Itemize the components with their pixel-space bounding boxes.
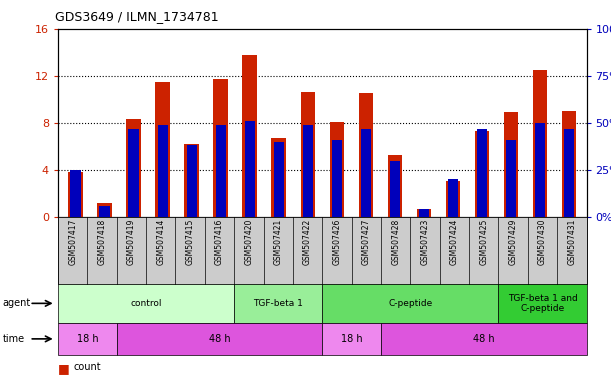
Text: 18 h: 18 h	[76, 334, 98, 344]
Text: GSM507417: GSM507417	[68, 219, 77, 265]
Bar	[128, 129, 139, 217]
Bar	[445, 180, 460, 217]
Text: TGF-beta 1: TGF-beta 1	[254, 299, 303, 308]
Text: GSM507427: GSM507427	[362, 219, 371, 265]
Bar	[419, 209, 429, 217]
Text: GSM507426: GSM507426	[332, 219, 342, 265]
Bar	[68, 172, 82, 217]
Text: GSM507428: GSM507428	[391, 219, 400, 265]
Bar	[387, 155, 402, 217]
Bar	[186, 146, 197, 217]
Text: GSM507425: GSM507425	[479, 219, 488, 265]
Bar	[329, 122, 344, 217]
Bar	[70, 170, 81, 217]
Text: GSM507421: GSM507421	[274, 219, 283, 265]
Bar	[477, 129, 487, 217]
Bar	[213, 79, 228, 217]
Text: GSM507415: GSM507415	[186, 219, 195, 265]
Bar	[185, 144, 199, 217]
Bar	[390, 161, 400, 217]
Bar	[271, 138, 286, 217]
Bar	[359, 93, 373, 217]
Bar	[216, 125, 225, 217]
Text: GDS3649 / ILMN_1734781: GDS3649 / ILMN_1734781	[55, 10, 219, 23]
Text: control: control	[130, 299, 162, 308]
Bar	[97, 203, 112, 217]
Bar	[244, 121, 255, 217]
Bar	[417, 209, 431, 217]
Text: 18 h: 18 h	[341, 334, 362, 344]
Text: C-peptide: C-peptide	[388, 299, 433, 308]
Text: 48 h: 48 h	[473, 334, 495, 344]
Bar	[126, 119, 141, 217]
Bar	[274, 142, 284, 217]
Bar	[562, 111, 576, 217]
Text: TGF-beta 1 and
C-peptide: TGF-beta 1 and C-peptide	[508, 294, 577, 313]
Bar	[504, 112, 518, 217]
Text: GSM507422: GSM507422	[303, 219, 312, 265]
Text: GSM507430: GSM507430	[538, 219, 547, 265]
Text: GSM507431: GSM507431	[568, 219, 576, 265]
Bar	[301, 92, 315, 217]
Bar	[533, 70, 547, 217]
Text: 48 h: 48 h	[209, 334, 230, 344]
Text: time: time	[2, 334, 24, 344]
Text: GSM507416: GSM507416	[215, 219, 224, 265]
Bar	[448, 179, 458, 217]
Text: agent: agent	[2, 298, 31, 308]
Bar	[155, 82, 170, 217]
Text: GSM507429: GSM507429	[508, 219, 518, 265]
Bar	[100, 206, 109, 217]
Bar	[475, 131, 489, 217]
Bar	[535, 123, 545, 217]
Bar	[158, 125, 167, 217]
Bar	[302, 125, 313, 217]
Bar	[506, 140, 516, 217]
Bar	[360, 129, 371, 217]
Text: GSM507420: GSM507420	[244, 219, 254, 265]
Bar	[332, 140, 342, 217]
Text: GSM507414: GSM507414	[156, 219, 166, 265]
Bar	[564, 129, 574, 217]
Text: count: count	[73, 362, 101, 372]
Bar	[243, 55, 257, 217]
Text: ■: ■	[58, 362, 70, 375]
Text: GSM507418: GSM507418	[98, 219, 106, 265]
Text: GSM507419: GSM507419	[127, 219, 136, 265]
Text: GSM507424: GSM507424	[450, 219, 459, 265]
Text: GSM507423: GSM507423	[420, 219, 430, 265]
